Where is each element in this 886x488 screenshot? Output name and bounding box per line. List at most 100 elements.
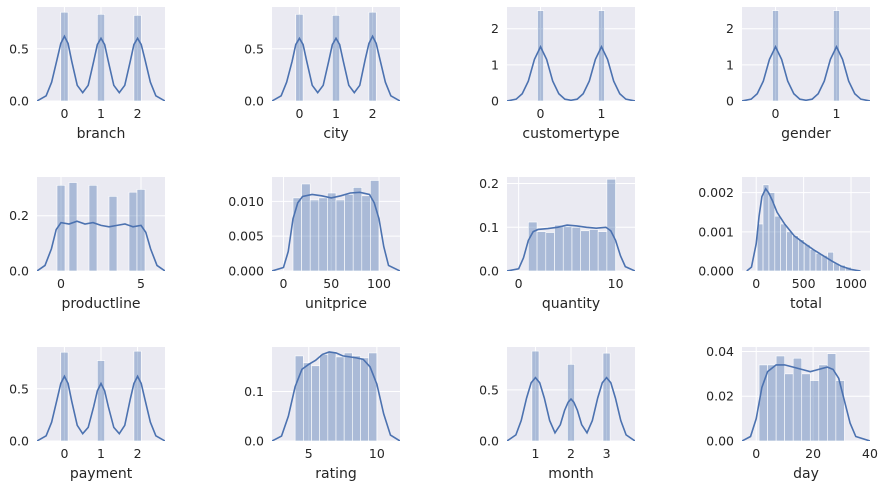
histogram-bar — [818, 364, 828, 441]
y-tick-label: 0.001 — [698, 224, 734, 239]
kde-line — [37, 220, 165, 271]
x-tick-label: 2 — [369, 106, 377, 121]
plot-area — [272, 11, 400, 101]
x-tick-label: 0 — [752, 446, 760, 461]
histogram-bar — [97, 360, 105, 441]
plot-area — [507, 350, 635, 441]
x-axis-label: customertype — [522, 126, 619, 142]
histogram-bar — [554, 224, 564, 271]
x-tick-label: 2 — [134, 106, 142, 121]
x-tick-label: 3 — [603, 446, 611, 461]
x-tick-label: 50 — [323, 276, 339, 291]
plot-area — [746, 184, 861, 271]
kde-line — [37, 374, 165, 441]
plot-area — [272, 180, 400, 271]
histogram-bar — [343, 352, 353, 441]
subplot-branch: 0 1 2 0.0 0.5 branch — [9, 7, 165, 142]
histogram-bar — [786, 231, 793, 271]
plot-area — [37, 11, 165, 101]
axes-background — [507, 7, 635, 101]
x-tick-label: 5 — [137, 276, 145, 291]
histogram-bar — [809, 249, 817, 271]
y-tick-label: 0 — [491, 94, 499, 109]
kde-line — [272, 351, 400, 441]
x-tick-label: 0 — [60, 446, 68, 461]
histogram-bar — [606, 178, 616, 271]
kde-line — [742, 44, 870, 101]
x-axis-label: unitprice — [305, 296, 367, 312]
histogram-bar — [798, 239, 805, 271]
histogram-bar — [335, 356, 345, 441]
y-tick-label: 0.1 — [244, 384, 264, 399]
x-axis-label: city — [323, 126, 348, 142]
y-tick-label: 0.2 — [9, 208, 29, 223]
x-tick-label: 0 — [752, 276, 760, 291]
y-tick-label: 0.000 — [228, 264, 264, 279]
histogram-bar — [598, 10, 605, 101]
y-tick-label: 0.0 — [479, 434, 499, 449]
x-tick-label: 0 — [279, 276, 287, 291]
histogram-bar — [88, 184, 98, 271]
histogram-bar — [360, 357, 369, 441]
y-tick-label: 0 — [726, 94, 734, 109]
histogram-bar — [97, 14, 105, 101]
x-tick-label: 40 — [862, 446, 878, 461]
histogram-bar — [368, 11, 377, 101]
y-tick-label: 0.0 — [479, 264, 499, 279]
x-tick-label: 0 — [57, 276, 65, 291]
histogram-bar — [335, 199, 345, 271]
x-tick-label: 10 — [608, 276, 624, 291]
plot-area — [742, 10, 870, 101]
plot-area — [272, 351, 400, 441]
y-tick-label: 0.0 — [244, 94, 264, 109]
x-tick-label: 0 — [60, 106, 68, 121]
kde-line — [507, 224, 635, 271]
x-tick-label: 10 — [369, 446, 385, 461]
histogram-bar — [562, 226, 573, 271]
y-tick-label: 0.5 — [479, 382, 499, 397]
histogram-bar — [809, 380, 820, 441]
y-tick-label: 0.0 — [9, 264, 29, 279]
subplot-unitprice: 0 50 100 0.000 0.005 0.010 unitprice — [228, 177, 400, 312]
histogram-bar — [792, 357, 803, 441]
histogram-bar — [762, 184, 770, 271]
histogram-bar — [60, 351, 69, 441]
histogram-bar — [801, 373, 811, 441]
histogram-bar — [68, 182, 78, 271]
histogram-bar — [784, 373, 794, 441]
y-tick-label: 0.005 — [228, 229, 264, 244]
y-tick-label: 0.5 — [9, 381, 29, 396]
histogram-bar — [571, 226, 581, 271]
x-axis-label: branch — [77, 126, 126, 142]
axes-background — [742, 7, 870, 101]
y-tick-label: 0.5 — [244, 41, 264, 56]
subplot-payment: 0 1 2 0.0 0.5 payment — [9, 347, 165, 482]
y-tick-label: 0.5 — [9, 41, 29, 56]
y-tick-label: 0.0 — [9, 94, 29, 109]
x-axis-label: month — [548, 466, 593, 482]
plot-area — [742, 353, 870, 441]
y-tick-label: 0.0 — [244, 434, 264, 449]
histogram-bar — [772, 10, 779, 101]
y-tick-label: 2 — [726, 21, 734, 36]
plot-area — [37, 350, 165, 441]
kde-line — [272, 34, 400, 101]
subplot-customertype: 0 1 0 1 2 customertype — [491, 7, 635, 142]
subplot-day: 0 20 40 0.00 0.02 0.04 day — [706, 344, 878, 482]
histogram-bar — [792, 235, 799, 271]
x-tick-label: 5 — [305, 446, 313, 461]
histogram-bar — [536, 231, 547, 271]
x-axis-label: gender — [781, 126, 831, 142]
x-axis-label: total — [790, 296, 822, 312]
x-tick-label: 1 — [97, 446, 105, 461]
y-tick-label: 0.00 — [706, 434, 734, 449]
x-tick-label: 0 — [295, 106, 303, 121]
x-tick-label: 0 — [537, 106, 545, 121]
histogram-bar — [780, 223, 787, 271]
histogram-bar — [332, 15, 340, 101]
x-tick-label: 1000 — [835, 276, 867, 291]
kde-line — [507, 376, 635, 441]
histogram-bar — [56, 184, 66, 271]
histogram-bar — [133, 15, 142, 101]
y-tick-label: 2 — [491, 21, 499, 36]
